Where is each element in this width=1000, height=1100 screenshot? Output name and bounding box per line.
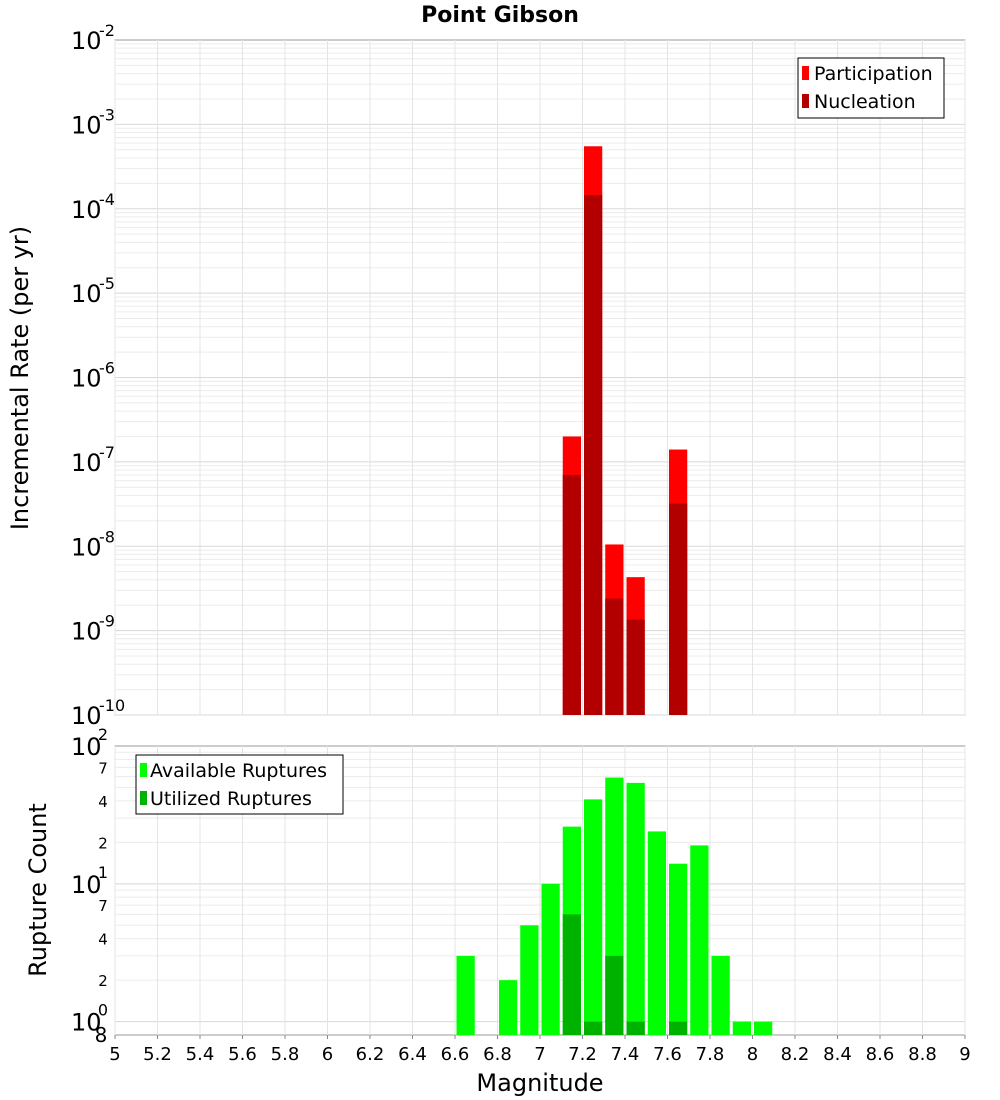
available-ruptures-bar (584, 799, 603, 1035)
count-y-axis-label: Rupture Count (24, 803, 52, 977)
count-y-minor-tick-label: 4 (98, 793, 108, 811)
x-tick-label: 7 (534, 1044, 545, 1065)
legend-nucleation: Nucleation (814, 91, 916, 113)
x-tick-label: 9 (959, 1044, 970, 1065)
x-tick-label: 5 (109, 1044, 120, 1065)
available-ruptures-bar (732, 1021, 751, 1035)
available-ruptures-bar (520, 925, 539, 1035)
rate-y-tick-exponent: -9 (99, 612, 115, 631)
x-tick-label: 7.6 (653, 1044, 682, 1065)
utilized-ruptures-bar (669, 1021, 688, 1035)
count-y-tick-label: 10 (71, 733, 102, 761)
x-tick-label: 6 (322, 1044, 333, 1065)
x-tick-label: 5.2 (143, 1044, 172, 1065)
available-ruptures-bar (456, 955, 475, 1035)
x-tick-label: 7.2 (568, 1044, 597, 1065)
rate-y-tick-exponent: -3 (99, 105, 115, 124)
rate-legend: Participation Nucleation (797, 57, 945, 119)
x-tick-label: 7.4 (611, 1044, 640, 1065)
available-ruptures-bar (711, 955, 730, 1035)
count-legend: Available Ruptures Utilized Ruptures (135, 754, 344, 815)
count-y-tick-exponent: 0 (98, 1001, 108, 1020)
rate-legend-box (797, 57, 945, 119)
count-bars (456, 777, 773, 1035)
count-y-minor-tick-label: 2 (98, 834, 108, 852)
rate-y-tick-label: 10 (71, 449, 102, 477)
x-tick-label: 5.8 (271, 1044, 300, 1065)
x-axis-label: Magnitude (476, 1069, 603, 1097)
nucleation-bar (626, 619, 645, 715)
rate-y-tick-label: 10 (71, 702, 102, 730)
rate-y-tick-label: 10 (71, 533, 102, 561)
rate-y-tick-exponent: -8 (99, 527, 115, 546)
rate-y-tick-label: 10 (71, 27, 102, 55)
available-ruptures-bar (669, 863, 688, 1035)
x-tick-label: 5.6 (228, 1044, 257, 1065)
available-ruptures-bar (626, 782, 645, 1035)
rate-y-tick-label: 10 (71, 365, 102, 393)
x-axis-ticks: 5 5.2 5.4 5.6 5.8 6 6.2 6.4 6.6 6.8 7 7.2 7.4 7.6 7.8 8… (109, 1035, 971, 1065)
legend-utilized: Utilized Ruptures (150, 788, 312, 810)
rate-y-tick-exponent: -7 (99, 443, 115, 462)
x-tick-label: 6.2 (356, 1044, 385, 1065)
count-y-tick-exponent: 2 (98, 725, 108, 744)
rate-y-tick-label: 10 (71, 618, 102, 646)
count-y-tick-label: 10 (71, 871, 102, 899)
rate-y-tick-label: 10 (71, 111, 102, 139)
legend-available: Available Ruptures (150, 760, 327, 782)
x-tick-label: 6.8 (483, 1044, 512, 1065)
x-tick-label: 8.6 (866, 1044, 895, 1065)
nucleation-bar (605, 598, 624, 715)
utilized-ruptures-bar (626, 1021, 645, 1035)
nucleation-bar (669, 503, 688, 715)
x-tick-label: 6.4 (398, 1044, 427, 1065)
rate-y-tick-label: 10 (71, 196, 102, 224)
nucleation-bar (562, 474, 581, 715)
available-ruptures-bar (499, 980, 518, 1035)
count-y-bottom-label: 8 (95, 1023, 108, 1047)
count-y-minor-tick-label: 2 (98, 972, 108, 990)
available-swatch (140, 763, 147, 777)
rate-bars (562, 146, 688, 716)
rate-y-tick-exponent: -6 (99, 359, 115, 378)
count-y-tick-exponent: 1 (98, 863, 108, 882)
chart-title: Point Gibson (421, 3, 579, 28)
rate-y-tick-exponent: -5 (99, 274, 115, 293)
legend-participation: Participation (814, 63, 933, 85)
nucleation-swatch (802, 94, 809, 108)
rate-y-tick-exponent: -2 (99, 21, 115, 40)
participation-swatch (802, 66, 809, 80)
available-ruptures-bar (754, 1021, 773, 1035)
available-ruptures-bar (690, 845, 709, 1035)
rate-y-tick-exponent: -10 (99, 696, 125, 715)
utilized-ruptures-bar (605, 955, 624, 1035)
rate-grid (114, 40, 966, 716)
x-tick-label: 7.8 (696, 1044, 725, 1065)
count-y-tick-label: 10 (71, 1009, 102, 1037)
x-tick-label: 8.8 (908, 1044, 937, 1065)
rate-y-tick-exponent: -4 (99, 190, 115, 209)
rate-y-tick-label: 10 (71, 280, 102, 308)
utilized-ruptures-bar (562, 914, 581, 1035)
utilized-swatch (140, 791, 147, 805)
x-tick-label: 8 (747, 1044, 758, 1065)
available-ruptures-bar (647, 831, 666, 1035)
utilized-ruptures-bar (584, 1021, 603, 1035)
x-tick-label: 8.4 (823, 1044, 852, 1065)
count-legend-box (135, 754, 344, 815)
x-tick-label: 5.4 (186, 1044, 215, 1065)
x-tick-label: 6.6 (441, 1044, 470, 1065)
count-y-minor-tick-label: 7 (98, 759, 108, 777)
x-tick-label: 8.2 (781, 1044, 810, 1065)
rate-y-axis-label: Incremental Rate (per yr) (6, 226, 34, 530)
count-y-minor-tick-label: 4 (98, 931, 108, 949)
count-y-minor-tick-label: 7 (98, 897, 108, 915)
available-ruptures-bar (541, 883, 560, 1035)
nucleation-bar (584, 195, 603, 715)
